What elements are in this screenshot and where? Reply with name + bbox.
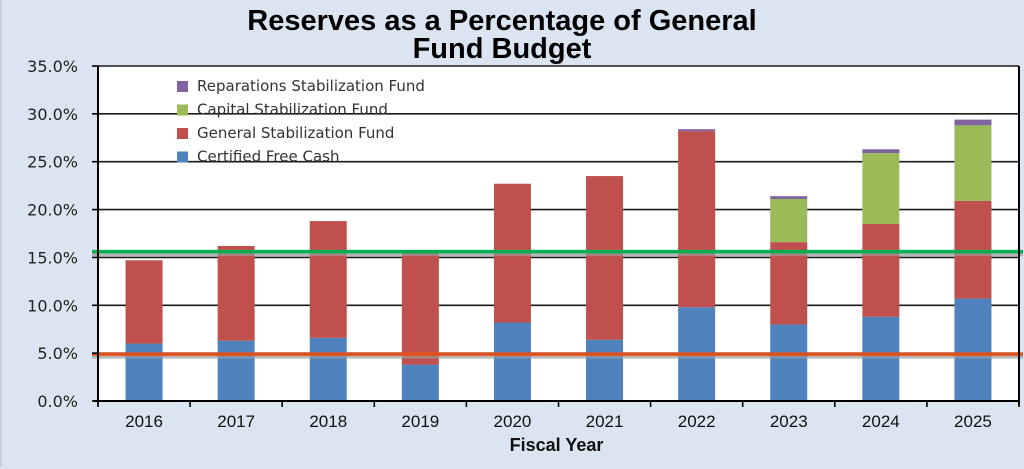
legend-swatch-reparations-stabilization-fund — [177, 81, 188, 92]
reference-lines — [92, 249, 1023, 359]
x-tick-label: 2020 — [494, 412, 532, 431]
bar-segment-2024-capital-stabilization-fund — [862, 153, 900, 224]
y-tick-label: 10.0% — [27, 296, 78, 315]
bar-segment-2021-general-stabilization-fund — [586, 176, 624, 340]
y-tick-label: 20.0% — [27, 201, 78, 220]
chart-title-line-2: Fund Budget — [412, 33, 592, 65]
bar-segment-2016-general-stabilization-fund — [125, 260, 163, 344]
bar-segment-2017-general-stabilization-fund — [217, 245, 255, 341]
bar-segment-2024-general-stabilization-fund — [862, 223, 900, 317]
x-tick-labels: 2016 2017 2018 2019 2020 2021 2022 2023 2024 2025 — [125, 412, 992, 431]
y-tick-label: 5.0% — [37, 344, 78, 363]
x-tick-label: 2018 — [309, 412, 347, 431]
legend-swatch-certified-free-cash — [177, 151, 188, 163]
bar-segment-2024-certified-free-cash — [862, 316, 900, 401]
axes — [92, 65, 1020, 407]
bar-segment-2021-certified-free-cash — [586, 339, 624, 401]
x-axis-title: Fiscal Year — [510, 435, 604, 455]
bar-segment-2022-general-stabilization-fund — [678, 131, 716, 308]
legend: Reparations Stabilization Fund Capital St… — [177, 77, 425, 166]
x-tick-label: 2022 — [678, 412, 716, 431]
x-tick-label: 2023 — [770, 412, 808, 431]
bar-segment-2023-capital-stabilization-fund — [770, 199, 808, 243]
bar-segment-2025-certified-free-cash — [954, 298, 992, 401]
bar-segment-2018-general-stabilization-fund — [309, 221, 347, 338]
y-tick-label: 30.0% — [27, 105, 78, 124]
legend-swatch-capital-stabilization-fund — [177, 104, 188, 116]
legend-label-reparations-stabilization-fund: Reparations Stabilization Fund — [197, 77, 425, 95]
bar-segment-2020-certified-free-cash — [493, 322, 531, 401]
x-tick-label: 2017 — [217, 412, 255, 431]
y-tick-label: 25.0% — [27, 153, 78, 172]
bar-segment-2025-reparations-stabilization-fund — [954, 119, 992, 126]
bar-segment-2019-certified-free-cash — [401, 364, 439, 401]
bar-segment-2025-capital-stabilization-fund — [954, 125, 992, 201]
y-tick-label: 0.0% — [37, 392, 78, 411]
x-tick-label: 2025 — [954, 412, 992, 431]
legend-label-certified-free-cash: Certified Free Cash — [197, 148, 339, 166]
bar-segment-2025-general-stabilization-fund — [954, 200, 992, 299]
legend-label-general-stabilization-fund: General Stabilization Fund — [197, 124, 394, 142]
bar-segment-2018-certified-free-cash — [309, 337, 347, 401]
bar-segment-2019-general-stabilization-fund — [401, 252, 439, 365]
bar-segment-2023-reparations-stabilization-fund — [770, 196, 808, 200]
legend-swatch-general-stabilization-fund — [177, 128, 188, 139]
x-tick-label: 2024 — [862, 412, 900, 431]
bar-segment-2016-certified-free-cash — [125, 343, 163, 401]
bar-segment-2023-certified-free-cash — [770, 324, 808, 401]
y-tick-label: 35.0% — [27, 57, 78, 76]
bar-segment-2017-certified-free-cash — [217, 340, 255, 401]
x-tick-label: 2016 — [125, 412, 163, 431]
y-tick-label: 15.0% — [27, 248, 78, 267]
bar-segment-2022-reparations-stabilization-fund — [678, 129, 716, 132]
y-tick-labels: 0.0% 5.0% 10.0% 15.0% 20.0% 25.0% 30.0% 35.0% — [27, 57, 78, 411]
x-tick-label: 2021 — [586, 412, 624, 431]
legend-label-capital-stabilization-fund: Capital Stabilization Fund — [197, 101, 388, 119]
x-tick-label: 2019 — [401, 412, 439, 431]
chart-title-line-1: Reserves as a Percentage of General — [247, 5, 757, 37]
bar-segment-2024-reparations-stabilization-fund — [862, 149, 900, 154]
